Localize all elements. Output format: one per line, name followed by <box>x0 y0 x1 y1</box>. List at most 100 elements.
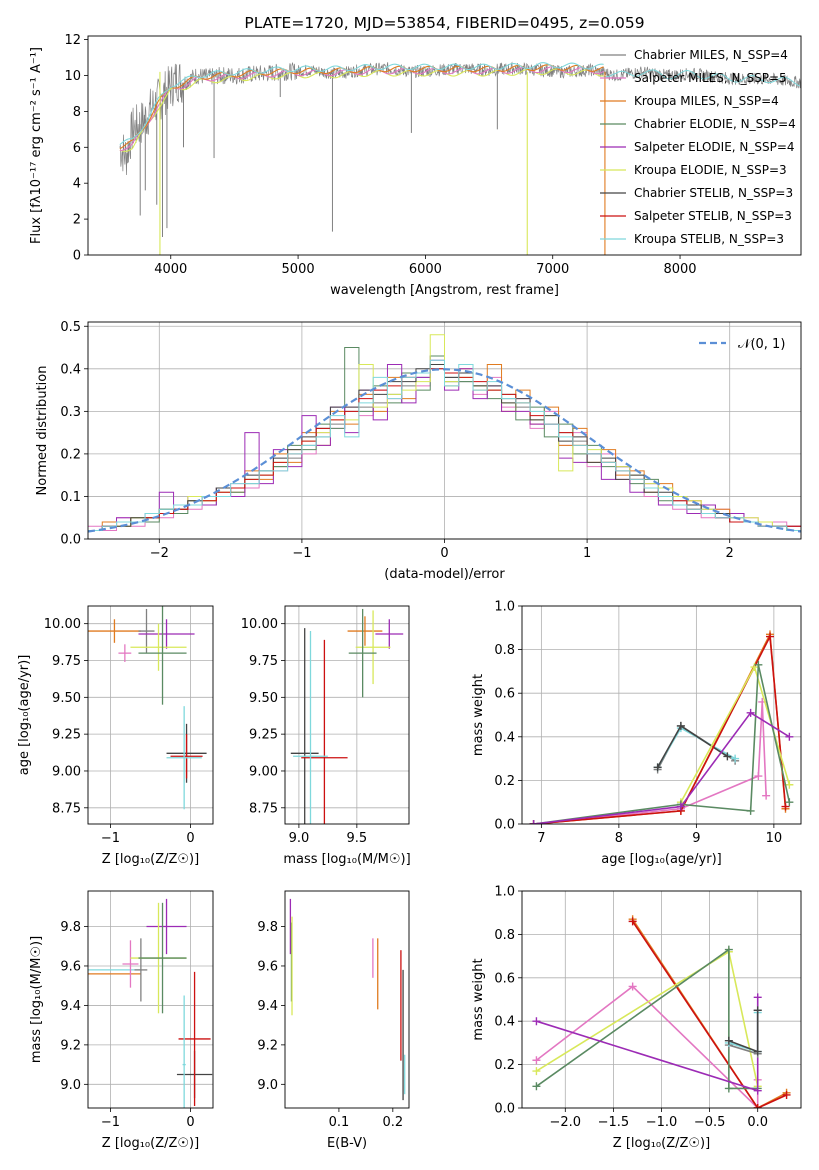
y-tick-label: 9.25 <box>52 728 81 743</box>
y-tick-label: 8.75 <box>249 801 278 816</box>
y-tick-label: 0.4 <box>494 730 515 745</box>
x-tick-label: 1 <box>583 546 591 561</box>
y-tick-label: 1.0 <box>494 885 515 900</box>
y-tick-label: 10.00 <box>241 617 278 632</box>
x-tick-label: 0 <box>186 1115 194 1130</box>
x-tick-label: −2 <box>150 546 169 561</box>
data-point-marker <box>753 1006 762 1015</box>
data-point-marker <box>781 802 790 811</box>
x-tick-label: 0 <box>186 831 194 846</box>
data-point-marker <box>754 660 763 669</box>
x-axis-label: Z [log₁₀(Z/Z☉)] <box>102 1136 199 1151</box>
gaussian-curve <box>88 368 801 533</box>
panel-mass_vs_Z: −1 0 9.0 9.2 9.4 9.6 9.8 Z [log₁₀(Z/Z☉)] mass [l… <box>29 890 214 1151</box>
x-tick-label: 6000 <box>409 262 442 277</box>
x-tick-label: 0.2 <box>382 1115 403 1130</box>
y-tick-label: 4 <box>73 177 81 192</box>
plot-area <box>532 915 791 1108</box>
panel-weight_vs_age: 7 8 9 10 0.0 0.2 0.4 0.6 0.8 1.0 age [log₁₀(age/yr… <box>471 600 802 867</box>
plot-area <box>88 606 207 810</box>
y-tick-label: 0.1 <box>60 490 81 505</box>
x-tick-label: 0 <box>440 546 448 561</box>
x-tick-label: −1 <box>101 1115 120 1130</box>
y-axis-label: mass weight <box>471 674 486 756</box>
y-tick-label: 0.4 <box>60 362 81 377</box>
y-tick-label: 6 <box>73 141 81 156</box>
axes-frame <box>87 321 802 540</box>
weight-series-line <box>535 985 759 1108</box>
x-tick-label: 7000 <box>536 262 569 277</box>
panel-spectrum: 4000 5000 6000 7000 8000 0 2 4 6 8 10 12 wavelength … <box>29 14 802 298</box>
data-point-marker <box>724 945 733 954</box>
x-tick-label: 9.0 <box>289 831 310 846</box>
plot-area <box>529 630 794 824</box>
x-tick-label: −0.5 <box>694 1115 726 1130</box>
panel-weight_vs_Z: −2.0 −1.5 −1.0 −0.5 0.0 0.0 0.2 0.4 0.6 0.8 1.0 Z [… <box>471 885 802 1151</box>
data-point-marker <box>628 982 637 991</box>
y-tick-label: 9.50 <box>249 691 278 706</box>
data-point-marker <box>532 1017 541 1026</box>
weight-series-line <box>533 633 787 824</box>
data-point-marker <box>754 772 763 781</box>
y-tick-label: 0.4 <box>494 1015 515 1030</box>
panel-residuals: −2 −1 0 1 2 0.0 0.1 0.2 0.3 0.4 0.5 (data-model)/er… <box>35 320 802 582</box>
y-tick-label: 9.00 <box>52 764 81 779</box>
x-axis-label: (data-model)/error <box>384 567 505 582</box>
x-axis-label: Z [log₁₀(Z/Z☉)] <box>613 1136 710 1151</box>
x-tick-label: 0.0 <box>747 1115 768 1130</box>
x-tick-label: 7 <box>537 831 545 846</box>
y-tick-label: 10 <box>64 69 81 84</box>
y-tick-label: 2 <box>73 213 81 228</box>
data-point-marker <box>676 802 685 811</box>
x-tick-label: 9.5 <box>347 831 368 846</box>
data-point-marker <box>753 1086 762 1095</box>
x-tick-label: −2.0 <box>550 1115 582 1130</box>
y-tick-label: 0.0 <box>60 533 81 548</box>
plot-area <box>119 61 801 255</box>
x-tick-label: 10 <box>766 831 783 846</box>
data-point-marker <box>785 798 794 807</box>
data-point-marker <box>731 754 740 763</box>
axes-frame <box>87 890 214 1109</box>
data-point-marker <box>529 820 538 824</box>
y-tick-label: 9.8 <box>257 920 278 935</box>
x-tick-label: 2 <box>726 546 734 561</box>
plot-area <box>290 608 404 824</box>
y-tick-label: 9.4 <box>60 999 81 1014</box>
y-tick-label: 9.6 <box>60 959 81 974</box>
y-tick-label: 12 <box>64 33 81 48</box>
legend-label: Salpeter STELIB, N_SSP=3 <box>634 209 792 223</box>
legend-label: Chabrier STELIB, N_SSP=3 <box>634 186 793 200</box>
y-tick-label: 9.0 <box>60 1078 81 1093</box>
plot-area <box>289 898 406 1101</box>
legend-label: Kroupa STELIB, N_SSP=3 <box>634 232 784 246</box>
axes-frame <box>87 35 802 256</box>
x-tick-label: −1.0 <box>646 1115 678 1130</box>
y-axis-label: age [log₁₀(age/yr)] <box>17 655 32 776</box>
x-tick-label: 4000 <box>154 262 187 277</box>
y-tick-label: 9.2 <box>60 1038 81 1053</box>
weight-series-line <box>631 920 787 1108</box>
y-tick-label: 9.6 <box>257 959 278 974</box>
x-tick-label: −1 <box>292 546 311 561</box>
model-spectrum-line <box>119 62 604 146</box>
weight-series-line <box>533 664 791 824</box>
data-point-marker <box>724 1084 733 1093</box>
data-point-marker <box>782 1090 791 1099</box>
x-tick-label: 8 <box>615 831 623 846</box>
x-tick-label: 0.1 <box>329 1115 350 1130</box>
weight-series-line <box>533 631 787 824</box>
x-tick-label: 9 <box>692 831 700 846</box>
weight-series-line <box>536 950 759 1087</box>
y-tick-label: 9.0 <box>257 1078 278 1093</box>
y-axis-label: Normed distribution <box>35 366 50 496</box>
axes-frame <box>521 605 802 825</box>
data-point-marker <box>753 1104 762 1108</box>
legend-label: Kroupa ELODIE, N_SSP=3 <box>634 163 787 177</box>
model-spectrum-line <box>119 68 604 152</box>
y-tick-label: 9.4 <box>257 999 278 1014</box>
weight-series-line <box>533 711 790 824</box>
y-tick-label: 9.50 <box>52 691 81 706</box>
panel-mass_vs_ebv: 0.1 0.2 9.0 9.2 9.4 9.6 9.8 E(B-V) <box>257 890 410 1151</box>
